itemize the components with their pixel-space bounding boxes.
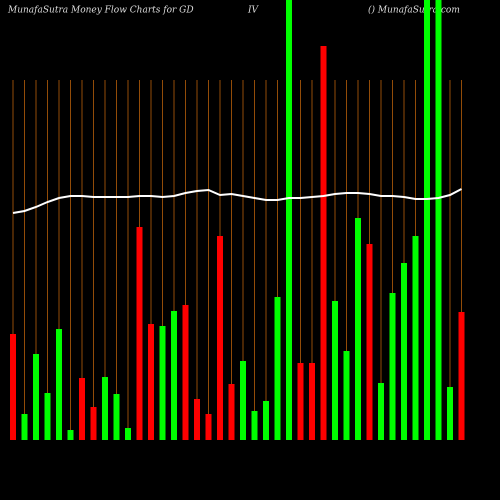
chart-title-mid: IV xyxy=(247,6,260,16)
bar xyxy=(332,301,338,440)
bar xyxy=(320,46,327,440)
chart-title-right: () MunafaSutra.com xyxy=(368,5,460,16)
bar xyxy=(125,428,131,440)
bar xyxy=(159,326,166,440)
bar xyxy=(240,361,246,440)
bar xyxy=(263,401,269,440)
bar xyxy=(171,311,177,440)
bar xyxy=(194,399,200,440)
bar xyxy=(148,324,154,440)
bar xyxy=(228,384,235,440)
bar xyxy=(458,312,465,440)
bar xyxy=(44,393,51,440)
line xyxy=(12,188,462,214)
bar xyxy=(355,218,361,440)
chart-title: MunafaSutra Money Flow Charts for GD xyxy=(7,6,194,16)
bar xyxy=(10,334,16,440)
bar xyxy=(102,377,108,440)
bar xyxy=(136,227,143,440)
bar xyxy=(401,263,407,440)
bar xyxy=(79,378,85,440)
bar xyxy=(297,363,304,440)
bar xyxy=(435,0,442,440)
bar xyxy=(447,387,453,440)
bar xyxy=(343,351,350,440)
bar xyxy=(217,236,223,440)
bar xyxy=(274,297,281,440)
plot xyxy=(10,0,465,440)
bar xyxy=(113,394,120,440)
bar xyxy=(424,0,430,440)
bar xyxy=(205,414,212,440)
bar xyxy=(366,244,373,440)
bar xyxy=(90,407,97,440)
bar xyxy=(286,0,292,440)
bar xyxy=(33,354,39,440)
bar xyxy=(251,411,258,440)
bar xyxy=(412,236,419,440)
bar xyxy=(182,305,189,440)
bar xyxy=(309,363,315,440)
bar xyxy=(378,383,384,440)
bar xyxy=(389,293,396,440)
bar xyxy=(56,329,62,440)
bar xyxy=(67,430,74,440)
bar xyxy=(21,414,28,440)
